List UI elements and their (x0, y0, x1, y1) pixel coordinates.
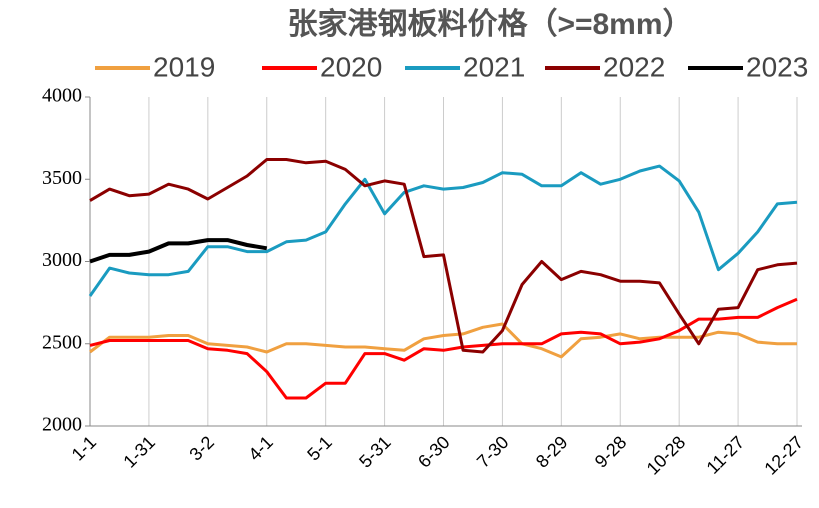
x-tick-label: 4-1 (244, 432, 277, 465)
legend-label: 2021 (463, 51, 525, 82)
series-line (89, 238, 268, 264)
legend-label: 2022 (603, 51, 665, 82)
legend-label: 2019 (153, 51, 215, 82)
legend-label: 2020 (320, 51, 382, 82)
x-tick-label: 5-31 (355, 432, 395, 472)
y-tick-label: 3500 (42, 167, 82, 189)
x-tick-label: 1-31 (119, 432, 159, 472)
legend-label: 2023 (746, 51, 808, 82)
x-tick-label: 10-28 (643, 432, 690, 479)
chart-title: 张家港钢板料价格（>=8mm） (287, 7, 692, 41)
y-tick-label: 2500 (42, 331, 82, 353)
y-tick-label: 3000 (42, 249, 82, 271)
x-tick-label: 5-1 (303, 432, 336, 465)
x-tick-label: 8-29 (532, 432, 572, 472)
x-tick-label: 6-30 (414, 432, 454, 472)
x-tick-label: 3-2 (185, 432, 218, 465)
y-tick-label: 4000 (42, 85, 82, 107)
x-tick-label: 7-30 (473, 432, 513, 472)
x-tick-label: 9-28 (591, 432, 631, 472)
series-line (88, 164, 798, 297)
series-line (89, 297, 798, 400)
series-line (89, 158, 798, 354)
y-tick-label: 2000 (42, 414, 82, 436)
x-tick-label: 1-1 (68, 432, 101, 465)
x-tick-label: 12-27 (760, 432, 807, 479)
series-line (89, 322, 797, 359)
x-tick-label: 11-27 (703, 432, 749, 478)
